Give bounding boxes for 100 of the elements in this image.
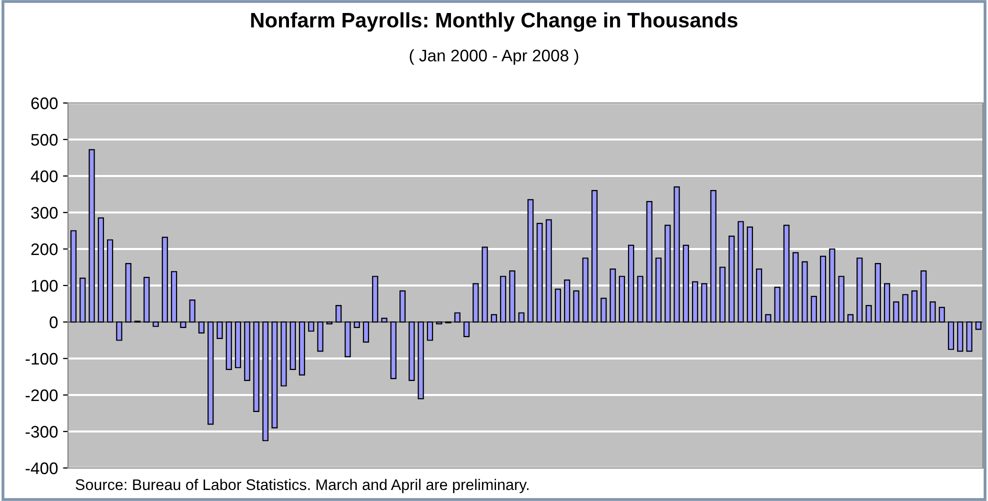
y-tick-label: -200 <box>26 389 58 402</box>
bar <box>490 314 498 323</box>
bar <box>948 321 954 350</box>
bar <box>500 276 506 323</box>
bar <box>911 290 918 323</box>
bar <box>362 321 370 343</box>
bar <box>792 252 799 323</box>
bar <box>774 286 780 323</box>
bar <box>372 276 378 323</box>
bar <box>674 186 680 323</box>
bar <box>216 321 223 339</box>
bar <box>600 298 607 323</box>
bar <box>290 321 296 370</box>
y-tick-label: 0 <box>50 316 58 328</box>
bar <box>463 321 470 338</box>
y-tick-label: -300 <box>26 426 58 438</box>
bar <box>98 217 104 323</box>
bar <box>728 236 735 323</box>
bar <box>170 271 178 323</box>
bar <box>253 321 260 412</box>
bar <box>966 321 972 352</box>
bar <box>591 190 598 323</box>
bar <box>646 200 652 323</box>
bar <box>272 321 278 428</box>
bar <box>738 221 744 323</box>
bar <box>454 312 460 323</box>
bar <box>317 321 324 352</box>
bar <box>381 318 388 323</box>
bar <box>637 276 644 323</box>
bar <box>234 321 242 368</box>
bar <box>308 321 314 332</box>
y-tick-label: 600 <box>31 97 58 110</box>
bar <box>701 283 708 323</box>
bar <box>746 226 753 323</box>
y-tick-label: 100 <box>32 280 58 292</box>
bar <box>802 261 808 323</box>
bar <box>628 244 634 323</box>
bar <box>390 321 396 380</box>
bar <box>354 321 360 328</box>
y-tick-label: 400 <box>30 170 58 182</box>
bar <box>856 258 863 323</box>
bar <box>80 278 86 323</box>
bar <box>106 239 114 323</box>
bar <box>399 290 406 323</box>
y-tick-label: -400 <box>26 462 58 474</box>
bar <box>426 321 434 341</box>
bar <box>116 321 122 341</box>
bar <box>564 279 570 323</box>
bar <box>829 248 836 323</box>
source-note: Source: Bureau of Labor Statistics. March and April are preliminary. <box>76 478 528 494</box>
bar <box>756 268 762 323</box>
bar <box>554 288 562 323</box>
bar <box>418 321 424 400</box>
bar <box>546 219 552 323</box>
y-tick-label: 300 <box>31 206 58 219</box>
bar <box>938 306 945 323</box>
bar <box>893 301 900 323</box>
bar <box>527 199 534 323</box>
bar <box>618 276 626 323</box>
bar <box>144 276 150 323</box>
bar <box>180 321 186 328</box>
bar <box>902 294 908 323</box>
chart-title: Nonfarm Payrolls: Monthly Change in Thousands <box>251 12 738 32</box>
bar <box>783 224 790 323</box>
bar <box>125 263 132 323</box>
y-tick-label: -100 <box>26 352 58 365</box>
bar <box>838 276 844 323</box>
bar <box>280 321 287 386</box>
bar <box>70 230 77 323</box>
y-tick-label: 500 <box>31 134 58 146</box>
bar <box>975 321 982 330</box>
bar <box>655 258 662 323</box>
bar <box>710 190 716 323</box>
bar <box>820 256 826 323</box>
bar <box>930 301 936 323</box>
bar <box>957 321 964 352</box>
bar <box>344 321 351 358</box>
bar <box>198 321 205 334</box>
bar <box>189 300 196 323</box>
bar <box>920 270 927 323</box>
bar <box>847 314 854 323</box>
bar <box>152 321 159 327</box>
bar <box>582 258 588 323</box>
bar <box>336 305 342 323</box>
bar <box>408 321 415 381</box>
bar <box>719 266 726 323</box>
bar <box>692 281 698 323</box>
bar <box>298 321 306 376</box>
bar <box>518 312 524 323</box>
bar <box>573 290 580 323</box>
bar <box>610 268 616 323</box>
bar <box>162 236 168 323</box>
bar <box>866 305 872 323</box>
bar <box>874 263 881 323</box>
chart-subtitle: ( Jan 2000 - Apr 2008 ) <box>410 49 578 65</box>
bar <box>244 321 250 381</box>
bar <box>810 296 817 323</box>
bar <box>884 283 890 323</box>
bar <box>664 224 671 323</box>
bar <box>482 246 488 323</box>
